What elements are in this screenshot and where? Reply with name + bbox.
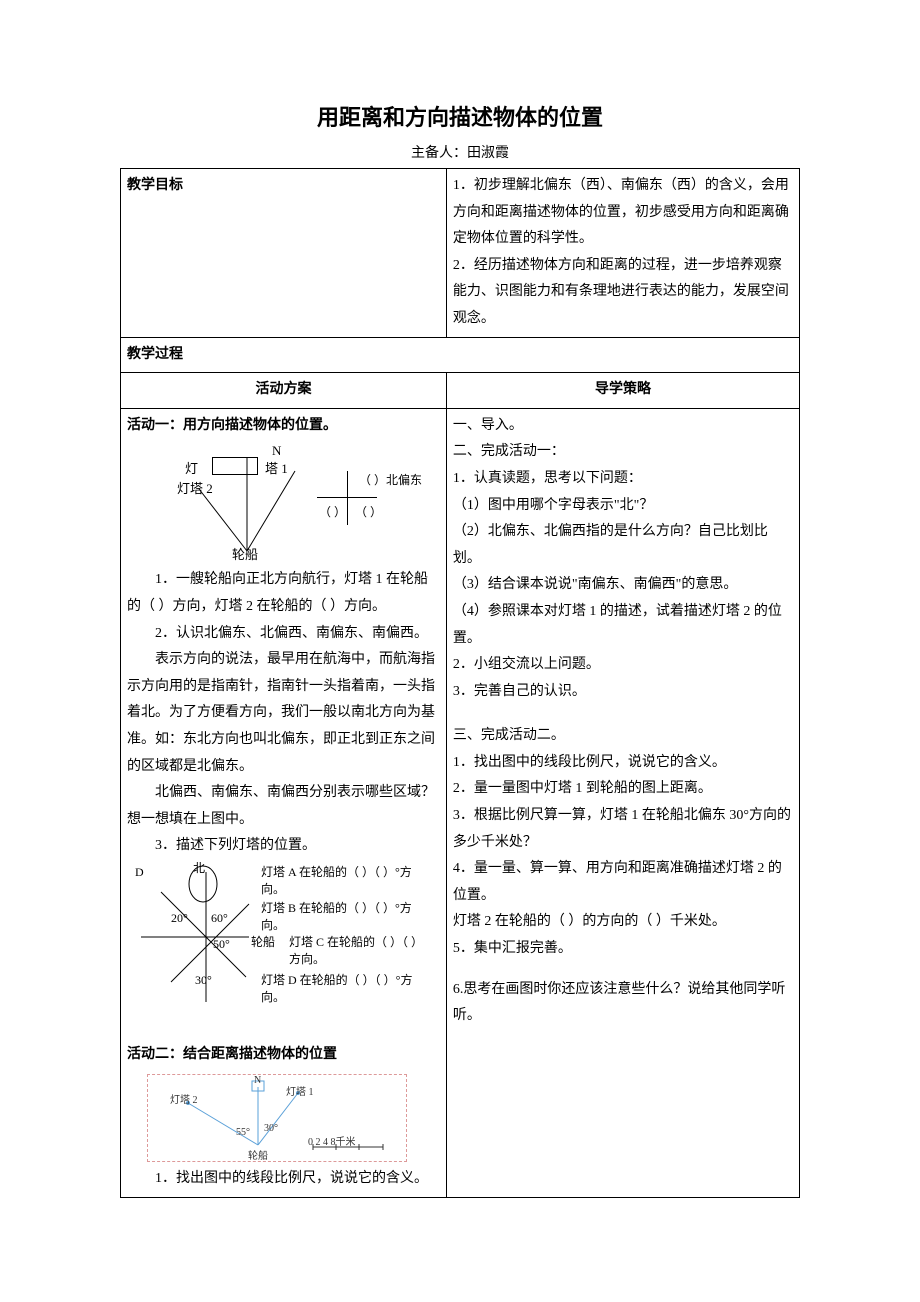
d4-lt2: 灯塔 2 (170, 1091, 198, 1110)
d3-lb: 灯塔 B 在轮船的（ ）（ ）°方向。 (261, 900, 429, 935)
d3-ship: 轮船 (251, 934, 275, 951)
goal-1: 1．初步理解北偏东（西）、南偏东（西）的含义，会用方向和距离描述物体的位置，初步… (453, 173, 793, 253)
left-content: 活动一：用方向描述物体的位置。 N 灯 塔 1 灯塔 2 轮船 (121, 408, 447, 1197)
d4-N: N (254, 1071, 261, 1090)
d1-lt2-label: 灯塔 2 (177, 477, 213, 502)
r1: 一、导入。 (453, 413, 793, 440)
header-row: 活动方案 导学策略 (121, 373, 800, 409)
goal-row: 教学目标 1．初步理解北偏东（西）、南偏东（西）的含义，会用方向和距离描述物体的… (121, 169, 800, 338)
compass-h (317, 497, 377, 498)
d3-N: 北 (193, 860, 205, 877)
right-content: 一、导入。 二、完成活动一： 1．认真读题，思考以下问题： （1）图中用哪个字母… (446, 408, 799, 1197)
r15: 灯塔 2 在轮船的（ ）的方向的（ ）千米处。 (453, 909, 793, 936)
a1-p1: 1．一艘轮船向正北方向航行，灯塔 1 在轮船的（ ）方向，灯塔 2 在轮船的（ … (127, 567, 440, 620)
process-label: 教学过程 (121, 337, 800, 373)
diagram-4: N 灯塔 1 灯塔 2 30° 55° 轮船 0 2 4 8千米 (147, 1074, 407, 1162)
compass-v (347, 471, 348, 525)
goal-label: 教学目标 (121, 169, 447, 338)
d1-lt1-label: 塔 1 (265, 457, 288, 482)
r8: 2．小组交流以上问题。 (453, 652, 793, 679)
r6: （3）结合课本说说"南偏东、南偏西"的意思。 (453, 572, 793, 599)
d3-a50: 50° (213, 936, 230, 953)
compass-q3: （ ） (355, 501, 382, 524)
r14: 4．量一量、算一算、用方向和距离准确描述灯塔 2 的位置。 (453, 856, 793, 909)
r13: 3．根据比例尺算一算，灯塔 1 在轮船北偏东 30°方向的多少千米处？ (453, 803, 793, 856)
author-line: 主备人：田淑霞 (120, 142, 800, 162)
r3: 1．认真读题，思考以下问题： (453, 466, 793, 493)
compass-q2: （ ） (319, 501, 346, 524)
r5: （2）北偏东、北偏西指的是什么方向？自己比划比划。 (453, 519, 793, 572)
r7: （4）参照课本对灯塔 1 的描述，试着描述灯塔 2 的位置。 (453, 599, 793, 652)
diagram-1: N 灯 塔 1 灯塔 2 轮船 （ ）北偏东 （ ） （ ） (147, 443, 427, 563)
d4-lt1: 灯塔 1 (286, 1083, 314, 1102)
diagram-4-svg (148, 1075, 408, 1163)
d3-D: D (135, 864, 144, 881)
goal-cell: 1．初步理解北偏东（西）、南偏东（西）的含义，会用方向和距离描述物体的位置，初步… (446, 169, 799, 338)
d4-ship: 轮船 (248, 1147, 268, 1166)
d4-a30: 30° (264, 1119, 278, 1138)
d3-a60: 60° (211, 910, 228, 927)
r10: 三、完成活动二。 (453, 723, 793, 750)
d4-scale: 0 2 4 8千米 (308, 1133, 356, 1152)
page: 用距离和方向描述物体的位置 主备人：田淑霞 教学目标 1．初步理解北偏东（西）、… (0, 0, 920, 1258)
r17: 6.思考在画图时你还应该注意些什么？说给其他同学听听。 (453, 977, 793, 1030)
diagram-3: D 北 20° 60° 50° 30° 轮船 灯塔 A 在轮船的（ ）（ ）°方… (131, 862, 431, 1012)
d3-a30: 30° (195, 972, 212, 989)
lesson-table: 教学目标 1．初步理解北偏东（西）、南偏东（西）的含义，会用方向和距离描述物体的… (120, 168, 800, 1198)
right-header: 导学策略 (446, 373, 799, 409)
content-row: 活动一：用方向描述物体的位置。 N 灯 塔 1 灯塔 2 轮船 (121, 408, 800, 1197)
r9: 3．完善自己的认识。 (453, 679, 793, 706)
left-header: 活动方案 (121, 373, 447, 409)
a2-p1: 1．找出图中的线段比例尺，说说它的含义。 (127, 1166, 440, 1193)
d1-lt1-box (212, 457, 258, 475)
d4-a55: 55° (236, 1123, 250, 1142)
r11: 1．找出图中的线段比例尺，说说它的含义。 (453, 750, 793, 777)
r12: 2．量一量图中灯塔 1 到轮船的图上距离。 (453, 776, 793, 803)
a1-p4: 北偏西、南偏东、南偏西分别表示哪些区域？想一想填在上图中。 (127, 780, 440, 833)
d3-a20: 20° (171, 910, 188, 927)
activity2-title: 活动二：结合距离描述物体的位置 (127, 1042, 440, 1069)
a1-p2: 2．认识北偏东、北偏西、南偏东、南偏西。 (127, 621, 440, 648)
a1-p3: 表示方向的说法，最早用在航海中，而航海指示方向用的是指南针，指南针一头指着南，一… (127, 647, 440, 780)
r16: 5．集中汇报完善。 (453, 936, 793, 963)
process-row: 教学过程 (121, 337, 800, 373)
d1-compass: （ ）北偏东 （ ） （ ） (337, 471, 417, 541)
page-title: 用距离和方向描述物体的位置 (120, 100, 800, 132)
d3-ld: 灯塔 D 在轮船的（ ）（ ）°方向。 (261, 972, 429, 1007)
d3-lc: 灯塔 C 在轮船的（ ）（ ）方向。 (289, 934, 429, 969)
d1-ship-label: 轮船 (232, 543, 258, 568)
r4: （1）图中用哪个字母表示"北"？ (453, 493, 793, 520)
d3-la: 灯塔 A 在轮船的（ ）（ ）°方向。 (261, 864, 429, 899)
goal-2: 2．经历描述物体方向和距离的过程，进一步培养观察能力、识图能力和有条理地进行表达… (453, 253, 793, 333)
compass-ne-label: （ ）北偏东 (359, 469, 422, 492)
r2: 二、完成活动一： (453, 439, 793, 466)
a1-p5: 3．描述下列灯塔的位置。 (127, 833, 440, 860)
activity1-title: 活动一：用方向描述物体的位置。 (127, 413, 440, 440)
